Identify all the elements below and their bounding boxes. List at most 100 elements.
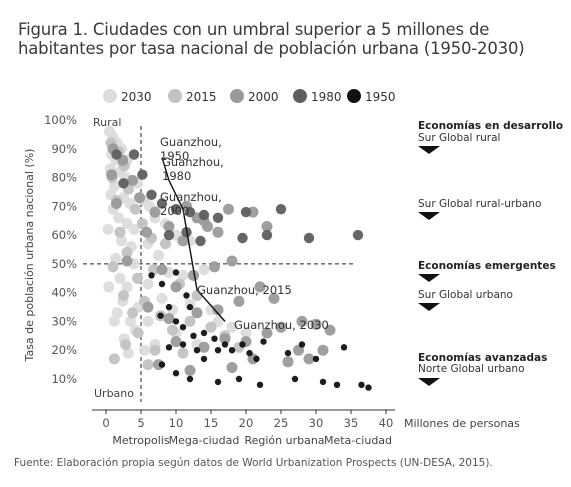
legend-label-2030: 2030 <box>121 90 152 104</box>
data-point-1950 <box>253 355 260 363</box>
triangle-marker-icon <box>418 212 440 220</box>
data-point-1980 <box>184 206 196 218</box>
legend-marker-2030 <box>103 89 117 103</box>
data-point-2000 <box>141 226 153 238</box>
data-point-1950 <box>312 355 320 363</box>
data-point-1950 <box>158 361 166 368</box>
legend-marker-2000 <box>230 89 244 103</box>
x-tick-label: 10 <box>169 416 184 430</box>
data-point-2000 <box>261 327 273 339</box>
data-point-2000 <box>303 353 315 365</box>
data-point-2030 <box>102 223 114 235</box>
x-category-label: Meta-ciudad <box>324 434 392 447</box>
data-point-2030 <box>113 212 125 224</box>
data-point-2030 <box>128 223 140 235</box>
legend: 2030 2015 2000 1980 1950 <box>103 89 396 104</box>
economy-subheading: Sur Global urbano <box>418 289 513 301</box>
x-axis-title: Millones de personas <box>404 417 520 430</box>
legend-label-2015: 2015 <box>186 90 217 104</box>
data-point-1980 <box>240 206 252 218</box>
y-tick-label: 40% <box>51 286 77 300</box>
y-axis-title: Tasa de población urbana nacional (%) <box>23 149 36 363</box>
x-tick-label: 0 <box>102 416 109 430</box>
data-point-2015 <box>160 238 171 250</box>
data-point-2000 <box>163 313 175 325</box>
data-point-2000 <box>310 318 322 330</box>
data-point-2000 <box>198 341 210 353</box>
data-point-2015 <box>167 324 178 336</box>
data-point-2030 <box>198 264 210 276</box>
data-point-1980 <box>195 235 206 247</box>
data-point-1950 <box>340 344 348 351</box>
data-point-2015 <box>149 344 161 356</box>
y-tick-label: 80% <box>51 171 77 185</box>
data-point-2000 <box>184 364 196 376</box>
x-tick-label: 20 <box>239 416 254 430</box>
data-point-2000 <box>268 292 280 304</box>
data-point-1950 <box>284 349 292 357</box>
y-tick-label: 70% <box>51 199 77 213</box>
data-point-2030 <box>115 235 127 247</box>
data-point-2000 <box>282 356 294 368</box>
economy-heading: Economías emergentes <box>418 260 556 272</box>
data-point-2000 <box>324 324 336 336</box>
economy-subheading: Norte Global urbano <box>418 363 525 375</box>
data-point-1950 <box>186 303 194 311</box>
annotation-label: Guanzhou, 1950 <box>160 135 222 163</box>
y-tick-label: 90% <box>51 142 77 156</box>
legend-marker-1980 <box>293 89 307 103</box>
data-point-2030 <box>139 344 150 356</box>
data-point-2030 <box>226 321 238 333</box>
data-point-1950 <box>214 378 222 386</box>
data-point-1950 <box>193 347 201 354</box>
data-point-2000 <box>188 269 199 281</box>
data-point-2015 <box>177 347 189 359</box>
data-point-2000 <box>209 261 220 273</box>
data-point-2015 <box>132 327 144 339</box>
data-point-2000 <box>156 264 168 276</box>
x-tick-label: 5 <box>137 416 144 430</box>
data-point-2030 <box>111 307 123 319</box>
data-point-2000 <box>219 333 231 345</box>
data-point-1950 <box>172 370 180 377</box>
data-point-2030 <box>121 281 133 293</box>
data-point-1950 <box>221 341 229 348</box>
data-point-1950 <box>235 375 243 383</box>
economy-subheading: Sur Global rural <box>418 132 500 144</box>
data-point-2000 <box>317 344 329 356</box>
data-point-2030 <box>125 315 136 327</box>
data-point-1980 <box>303 232 315 244</box>
data-point-2015 <box>184 315 196 327</box>
data-point-2015 <box>107 261 119 273</box>
data-point-2015 <box>205 321 217 333</box>
x-category-label: Metropolis <box>112 434 169 447</box>
data-point-2000 <box>261 221 273 232</box>
x-tick-label: 40 <box>379 416 394 430</box>
data-point-1950 <box>165 303 173 311</box>
y-tick-label: 10% <box>51 372 77 386</box>
x-category-label: Región urbana <box>244 434 324 447</box>
data-point-2000 <box>163 221 175 232</box>
data-point-2015 <box>108 353 120 365</box>
legend-label-1980: 1980 <box>311 90 342 104</box>
data-point-2000 <box>226 255 238 267</box>
chart-title: Figura 1. Ciudades con un umbral superio… <box>18 20 525 58</box>
triangle-marker-icon <box>418 303 440 311</box>
data-point-1950 <box>200 329 208 337</box>
data-point-1980 <box>198 209 210 221</box>
data-point-2000 <box>223 203 234 215</box>
legend-label-1950: 1950 <box>365 90 396 104</box>
data-point-2000 <box>212 304 224 316</box>
data-point-1950 <box>172 318 180 325</box>
urbano-label: Urbano <box>94 387 134 400</box>
annotation-label: Guanzhou, 2015 <box>197 283 292 297</box>
data-point-2000 <box>177 235 189 247</box>
data-point-2000 <box>212 226 224 238</box>
x-tick-label: 15 <box>204 416 219 430</box>
data-point-1950 <box>319 378 327 386</box>
y-tick-label: 50% <box>51 257 77 271</box>
data-point-2030 <box>103 281 115 293</box>
data-point-1950 <box>183 292 190 299</box>
